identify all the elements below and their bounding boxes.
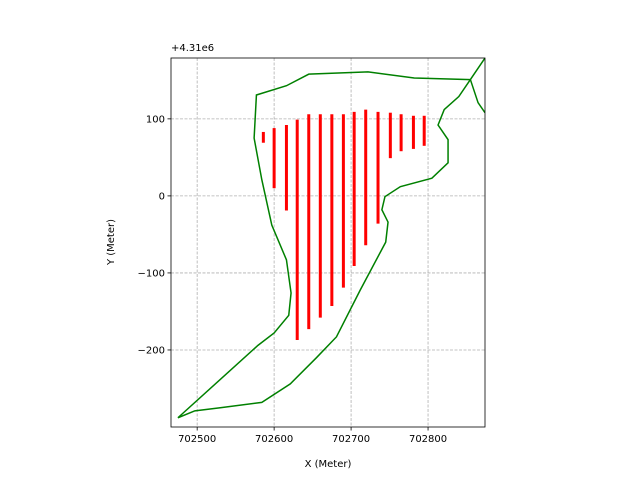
y-offset-label: +4.31e6 xyxy=(171,43,214,54)
boundary-line xyxy=(177,58,485,419)
y-tick-label: 100 xyxy=(146,114,165,125)
x-tick-label: 702500 xyxy=(178,434,216,445)
plot-area xyxy=(177,58,485,419)
x-tick-label: 702600 xyxy=(255,434,293,445)
x-tick-label: 702700 xyxy=(332,434,370,445)
y-tick-label: 0 xyxy=(159,191,165,202)
boundary-line xyxy=(177,71,485,419)
axes-frame xyxy=(170,57,486,428)
x-axis-label: X (Meter) xyxy=(305,459,352,470)
x-tick-label: 702800 xyxy=(409,434,447,445)
axes: 702500 702600 702700 702800 −200 −100 0 100 xyxy=(138,114,448,445)
y-tick-label: −200 xyxy=(138,345,165,356)
y-axis-label: Y (Meter) xyxy=(106,219,117,266)
grid xyxy=(171,58,485,427)
y-tick-label: −100 xyxy=(138,268,165,279)
